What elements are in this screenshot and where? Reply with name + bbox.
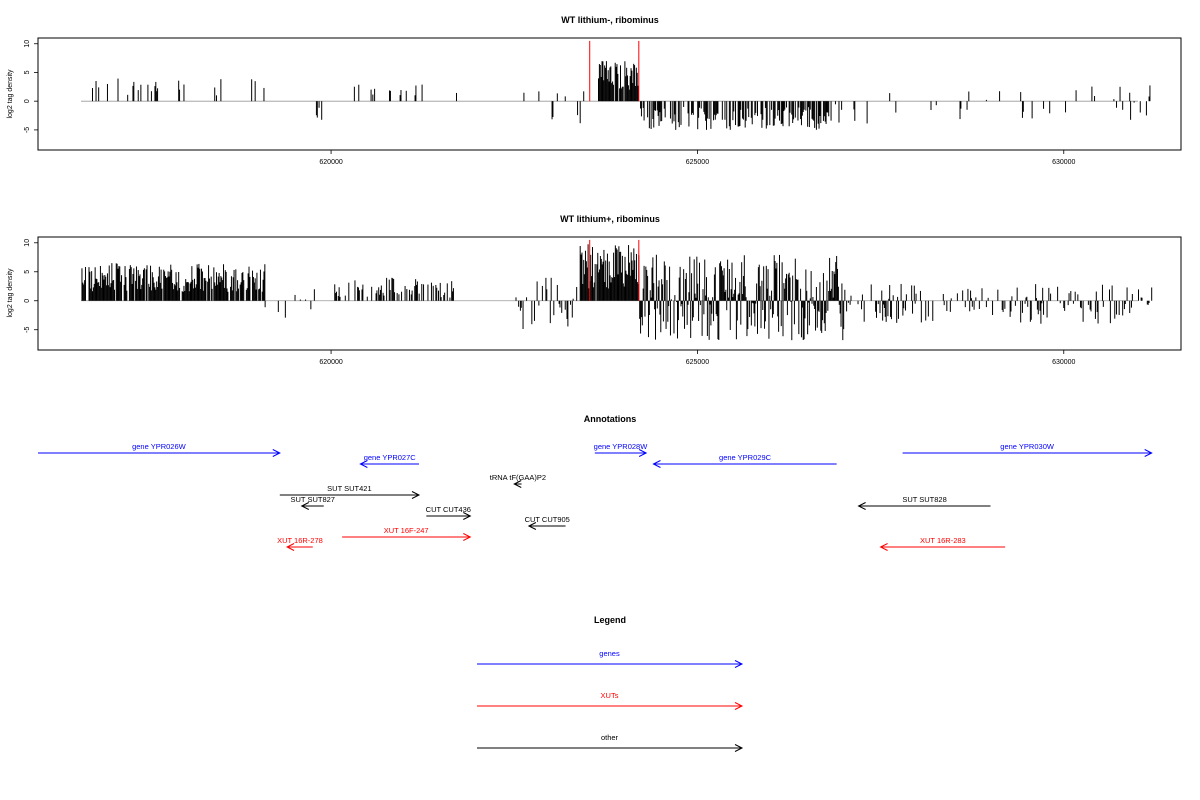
feature-label: CUT CUT436	[426, 505, 471, 514]
feature-gene: gene YPR026W	[38, 442, 281, 457]
bar-series	[81, 244, 1153, 341]
annotation-title: Annotations	[584, 414, 637, 424]
feature-xut: XUT 16R-278	[277, 536, 323, 551]
y-tick-label: -5	[24, 327, 31, 333]
feature-label: gene YPR028W	[594, 442, 649, 451]
feature-gene: gene YPR029C	[652, 453, 837, 468]
y-tick-label: 0	[24, 299, 31, 303]
arrowhead	[513, 480, 522, 488]
arrowhead	[734, 660, 744, 668]
plot-frame	[37, 37, 1182, 151]
feature-label: gene YPR030W	[1000, 442, 1055, 451]
y-tick-label: 5	[24, 70, 31, 74]
y-tick-label: 5	[24, 270, 31, 274]
feature-label: SUT SUT828	[902, 495, 946, 504]
feature-label: gene YPR026W	[132, 442, 187, 451]
arrowhead	[879, 543, 888, 551]
panel-lithium-minus: WT lithium-, ribominus -5 0 5 10 620000 62500…	[7, 15, 1182, 166]
feature-gene: gene YPR030W	[902, 442, 1153, 457]
feature-label: SUT SUT421	[327, 484, 371, 493]
legend-item: other	[477, 733, 744, 752]
bar-series	[92, 61, 1151, 130]
feature-label: tRNA tF(GAA)P2	[490, 473, 546, 482]
x-tick-label: 620000	[319, 159, 342, 166]
plot-frame	[37, 236, 1182, 351]
feature-xut: XUT 16R-283	[879, 536, 1006, 551]
y-tick-label: 0	[24, 99, 31, 103]
legend-label: other	[601, 733, 619, 742]
panel-lithium-plus: WT lithium+, ribominus -5 0 5 10 620000 62500…	[7, 214, 1182, 366]
x-tick-label: 630000	[1052, 359, 1075, 366]
y-axis-label: log2 tag density	[7, 69, 14, 119]
arrowhead	[652, 460, 661, 468]
x-tick-label: 625000	[686, 359, 709, 366]
arrowhead	[285, 543, 295, 551]
y-tick-label: 10	[24, 40, 31, 48]
x-tick-label: 630000	[1052, 159, 1075, 166]
legend: Legend genes XUTs other	[477, 615, 744, 752]
feature-gene: gene YPR027C	[359, 453, 419, 468]
x-tick-label: 620000	[319, 359, 342, 366]
feature-xut: XUT 16F-247	[342, 526, 472, 541]
y-tick-label: 10	[24, 239, 31, 247]
arrowhead	[272, 449, 281, 457]
chart-title: WT lithium+, ribominus	[560, 214, 660, 224]
feature-gene: gene YPR028W	[594, 442, 649, 457]
feature-other: SUT SUT421	[279, 484, 421, 499]
legend-label: genes	[599, 649, 620, 658]
y-tick-label: -5	[24, 127, 31, 133]
legend-item: XUTs	[477, 691, 744, 710]
arrowhead	[1144, 449, 1153, 457]
feature-other: SUT SUT828	[857, 495, 991, 510]
legend-item: genes	[477, 649, 744, 668]
arrowhead	[734, 744, 744, 752]
arrowhead	[300, 502, 309, 510]
arrowhead	[359, 460, 368, 468]
y-axis-label: log2 tag density	[7, 268, 14, 318]
feature-label: CUT CUT905	[525, 515, 570, 524]
arrowhead	[463, 512, 472, 520]
feature-other: CUT CUT436	[426, 505, 472, 520]
feature-label: XUT 16R-278	[277, 536, 323, 545]
arrowhead	[411, 491, 421, 499]
arrowhead	[463, 533, 472, 541]
arrowhead	[734, 702, 744, 710]
feature-other: SUT SUT827	[291, 495, 335, 510]
feature-label: XUT 16R-283	[920, 536, 966, 545]
feature-other: tRNA tF(GAA)P2	[490, 473, 546, 488]
chart-title: WT lithium-, ribominus	[561, 15, 659, 25]
feature-other: CUT CUT905	[525, 515, 570, 530]
feature-label: SUT SUT827	[291, 495, 335, 504]
arrowhead	[638, 449, 648, 457]
annotation-track: Annotations gene YPR026W gene YPR027C gene…	[38, 414, 1153, 551]
feature-label: gene YPR029C	[719, 453, 772, 462]
feature-label: XUT 16F-247	[384, 526, 429, 535]
legend-label: XUTs	[601, 691, 619, 700]
x-tick-label: 625000	[686, 159, 709, 166]
feature-label: gene YPR027C	[364, 453, 417, 462]
arrowhead	[857, 502, 866, 510]
legend-title: Legend	[594, 615, 626, 625]
arrowhead	[527, 522, 537, 530]
